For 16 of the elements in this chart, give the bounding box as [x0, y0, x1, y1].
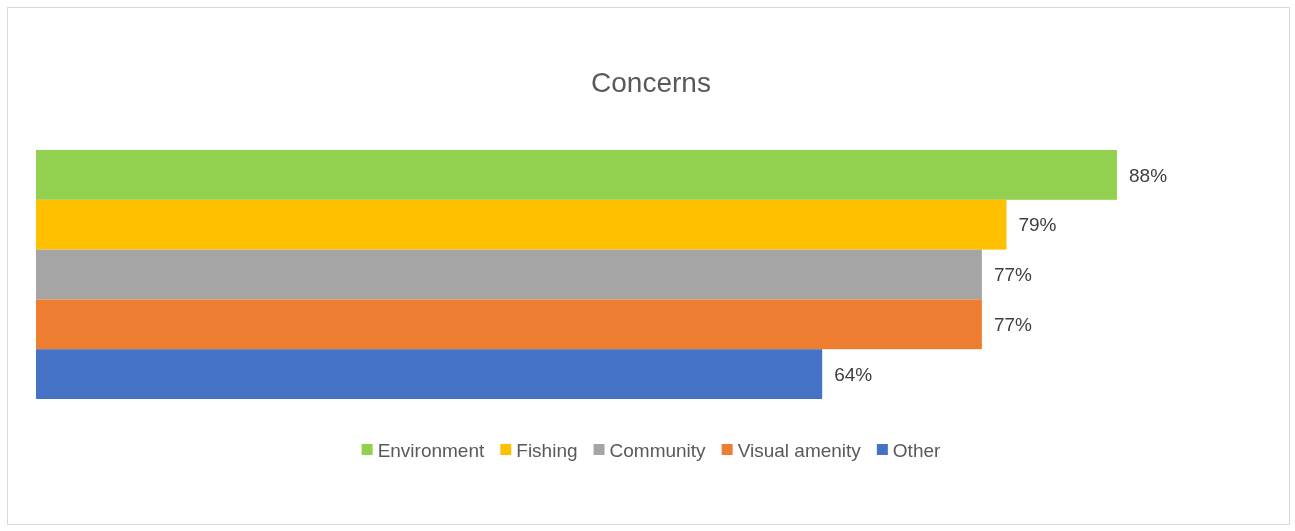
legend-label: Other	[892, 439, 942, 461]
bar	[36, 199, 1007, 250]
bar	[36, 249, 982, 300]
bar	[36, 150, 1117, 200]
legend-label: Fishing	[516, 439, 578, 461]
legend-label: Visual amenity	[737, 439, 862, 461]
data-label: 64%	[834, 363, 873, 385]
data-label: 79%	[1018, 214, 1057, 236]
data-label: 77%	[993, 264, 1033, 286]
legend-label: Community	[609, 439, 707, 461]
chart-title: Concerns	[591, 67, 711, 98]
data-label: 88%	[1129, 164, 1168, 186]
bar	[36, 299, 982, 350]
bar	[36, 349, 823, 399]
legend-label: Environment	[377, 439, 486, 461]
data-label: 77%	[993, 313, 1033, 335]
